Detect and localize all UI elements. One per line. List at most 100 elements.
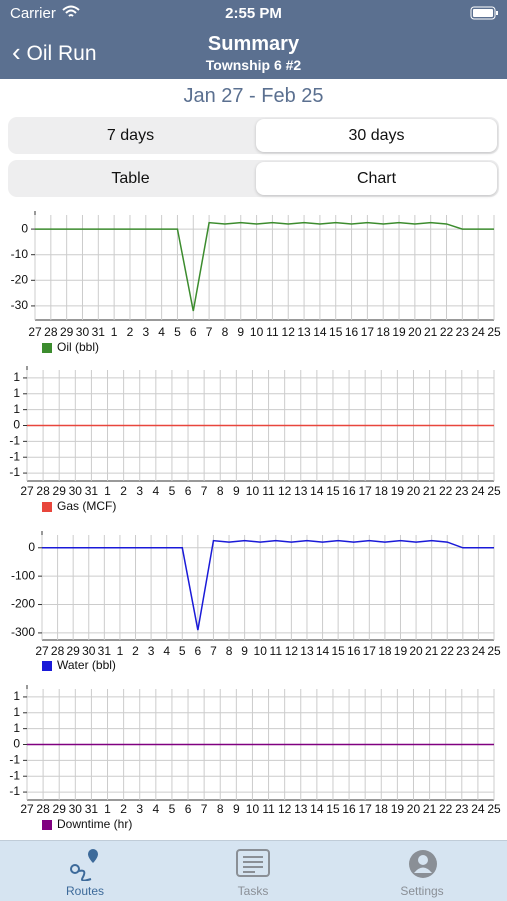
view-control: Table Chart <box>8 160 499 197</box>
x-tick-label: 31 <box>85 484 99 498</box>
y-tick-label: 0 <box>13 737 20 751</box>
tab-label[interactable]: Tasks <box>237 884 269 898</box>
x-tick-label: 12 <box>278 802 292 816</box>
x-tick-label: 11 <box>266 325 279 339</box>
segment-option[interactable]: Table <box>111 170 150 187</box>
x-tick-label: 28 <box>36 802 50 816</box>
x-tick-label: 8 <box>222 325 229 339</box>
x-tick-label: 24 <box>471 802 485 816</box>
x-tick-label: 9 <box>233 484 240 498</box>
back-button[interactable]: ‹ Oil Run <box>12 37 97 67</box>
x-tick-label: 3 <box>148 644 155 658</box>
carrier: Carrier <box>10 5 56 22</box>
segment-option-selected[interactable]: Chart <box>256 162 497 195</box>
x-tick-label: 22 <box>441 644 455 658</box>
x-tick-label: 29 <box>66 644 80 658</box>
x-tick-label: 6 <box>185 484 192 498</box>
nav-title: Summary <box>207 33 300 55</box>
x-tick-label: 23 <box>456 644 470 658</box>
x-tick-label: 10 <box>246 484 260 498</box>
y-tick-label: 1 <box>13 370 20 384</box>
x-tick-label: 25 <box>487 484 501 498</box>
x-tick-label: 17 <box>358 802 372 816</box>
tab-tasks[interactable]: Tasks <box>203 841 303 901</box>
x-tick-label: 20 <box>409 644 423 658</box>
y-tick-label: 0 <box>28 540 35 554</box>
legend-label: Downtime (hr) <box>57 817 132 831</box>
x-tick-label: 2 <box>132 644 139 658</box>
x-tick-label: 16 <box>342 484 356 498</box>
x-tick-label: 11 <box>270 644 283 658</box>
series-line <box>35 221 494 312</box>
x-tick-label: 5 <box>169 484 176 498</box>
x-tick-label: 21 <box>423 484 437 498</box>
x-tick-label: 19 <box>394 644 408 658</box>
y-tick-label: 1 <box>13 705 20 719</box>
tab-routes[interactable]: Routes <box>35 841 135 901</box>
date-range: Jan 27 - Feb 25 <box>183 85 324 107</box>
x-tick-label: 13 <box>297 325 311 339</box>
x-tick-label: 29 <box>60 325 74 339</box>
back-label[interactable]: Oil Run <box>26 42 97 65</box>
x-tick-label: 25 <box>487 644 501 658</box>
x-tick-label: 24 <box>471 325 485 339</box>
tab-label[interactable]: Routes <box>65 884 105 898</box>
x-tick-label: 2 <box>120 484 127 498</box>
x-tick-label: 8 <box>217 802 224 816</box>
x-tick-label: 19 <box>391 802 405 816</box>
wifi-icon <box>62 5 80 17</box>
x-tick-label: 18 <box>375 802 389 816</box>
x-tick-label: 16 <box>347 644 361 658</box>
x-tick-label: 30 <box>76 325 90 339</box>
x-tick-label: 1 <box>111 325 118 339</box>
x-tick-label: 23 <box>455 802 469 816</box>
x-tick-label: 8 <box>217 484 224 498</box>
nav-bar: Carrier 2:55 PM ‹ Oil Run Summary Townsh… <box>0 0 507 79</box>
tab-bar: Routes Tasks Settings <box>0 840 507 901</box>
x-tick-label: 10 <box>250 325 264 339</box>
y-tick-label: 0 <box>13 418 20 432</box>
x-tick-label: 19 <box>392 325 406 339</box>
segment-option[interactable]: 7 days <box>106 127 155 144</box>
y-tick-label: -100 <box>11 568 35 582</box>
x-tick-label: 1 <box>117 644 124 658</box>
tab-settings[interactable]: Settings <box>372 841 472 901</box>
x-tick-label: 17 <box>363 644 377 658</box>
y-tick-label: -300 <box>11 625 35 639</box>
tab-label[interactable]: Settings <box>400 884 444 898</box>
x-tick-label: 13 <box>294 484 308 498</box>
nav-subtitle: Township 6 #2 <box>205 57 302 73</box>
x-tick-label: 9 <box>233 802 240 816</box>
y-tick-label: -1 <box>9 434 20 448</box>
x-tick-label: 11 <box>262 802 275 816</box>
settings-icon <box>409 850 437 878</box>
x-tick-label: 17 <box>361 325 375 339</box>
segment-option-selected[interactable]: 30 days <box>256 119 497 152</box>
y-tick-label: -200 <box>11 597 35 611</box>
x-tick-label: 20 <box>407 484 421 498</box>
x-tick-label: 4 <box>152 484 159 498</box>
x-tick-label: 12 <box>282 325 296 339</box>
series-line <box>42 539 494 631</box>
x-tick-label: 28 <box>51 644 65 658</box>
y-tick-label: 1 <box>13 689 20 703</box>
x-tick-label: 23 <box>455 484 469 498</box>
x-tick-label: 5 <box>179 644 186 658</box>
x-tick-label: 18 <box>375 484 389 498</box>
x-tick-label: 6 <box>190 325 197 339</box>
x-tick-label: 5 <box>174 325 181 339</box>
x-tick-label: 27 <box>20 802 34 816</box>
y-tick-label: -1 <box>9 449 20 463</box>
battery-icon <box>470 6 498 20</box>
x-tick-label: 30 <box>82 644 96 658</box>
x-tick-label: 31 <box>85 802 99 816</box>
x-tick-label: 31 <box>92 325 106 339</box>
x-tick-label: 17 <box>358 484 372 498</box>
x-tick-label: 22 <box>439 802 453 816</box>
y-tick-label: -1 <box>9 768 20 782</box>
x-tick-label: 15 <box>326 484 340 498</box>
x-tick-label: 21 <box>423 802 437 816</box>
x-tick-label: 24 <box>472 644 486 658</box>
y-tick-label: -20 <box>11 272 29 286</box>
x-tick-label: 30 <box>69 484 83 498</box>
